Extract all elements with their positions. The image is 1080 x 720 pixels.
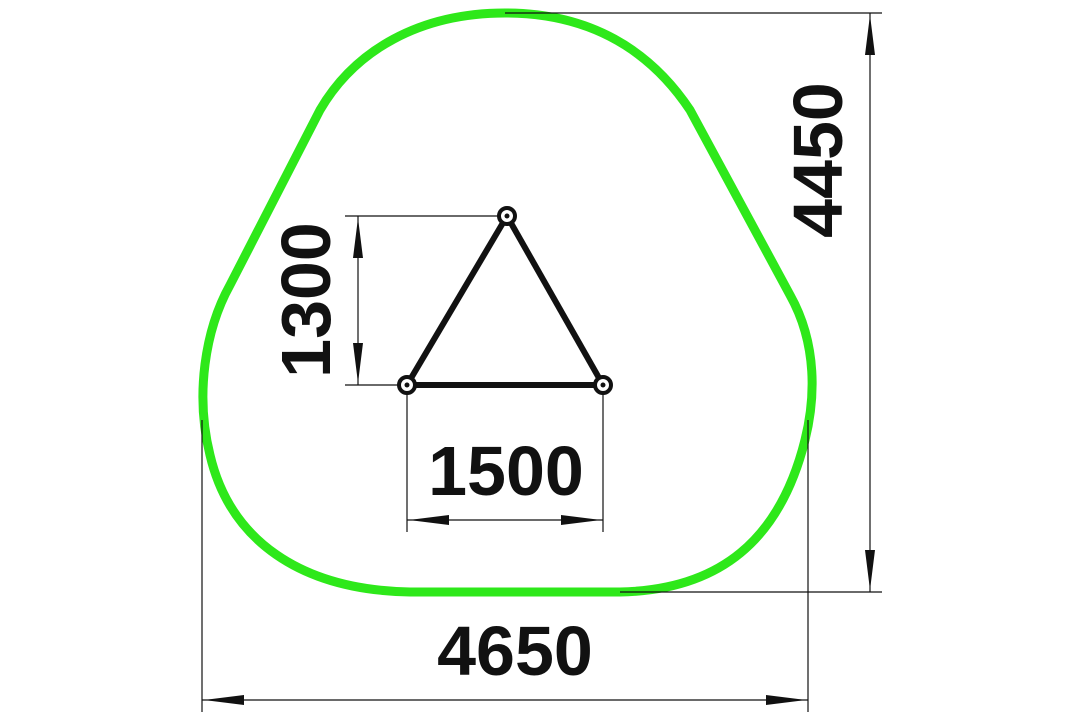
arrow-right (766, 695, 806, 705)
overall-width-label: 4650 (437, 612, 593, 690)
frame-left-leg (404, 214, 510, 387)
arrow-up (865, 15, 875, 55)
arrow-up (353, 218, 363, 258)
arrow-right (561, 515, 601, 525)
arrow-down (353, 343, 363, 383)
dimension-overall-height: 4450 (505, 12, 882, 593)
frame-height-label: 1300 (267, 222, 345, 378)
safety-zone-outline (198, 8, 817, 597)
dimension-overall-width: 4650 (201, 420, 809, 712)
triangle-frame (397, 206, 613, 395)
arrow-left (409, 515, 449, 525)
arrow-down (865, 550, 875, 590)
frame-right-leg (504, 214, 606, 387)
dimension-frame-height: 1300 (267, 215, 500, 386)
post-right-dot (600, 382, 606, 388)
arrow-left (204, 695, 244, 705)
post-left-dot (404, 382, 410, 388)
post-top-dot (504, 213, 510, 219)
overall-height-label: 4450 (779, 82, 857, 238)
frame-width-label: 1500 (428, 432, 584, 510)
dimension-frame-width: 1500 (406, 393, 604, 532)
